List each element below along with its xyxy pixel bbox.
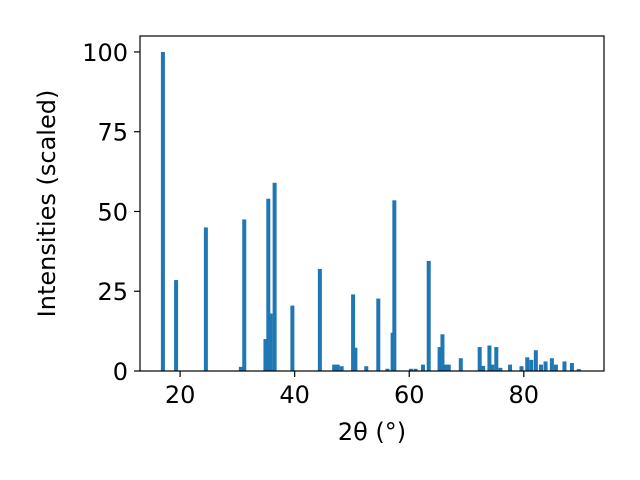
x-tick-label: 20 <box>165 381 196 409</box>
bar <box>562 361 567 371</box>
bar <box>533 350 538 371</box>
bar <box>272 182 277 371</box>
y-axis-label: Intensities (scaled) <box>33 90 61 318</box>
bar <box>353 347 358 371</box>
bar <box>242 219 247 371</box>
y-tick-label: 25 <box>97 278 128 306</box>
bar <box>498 367 503 371</box>
bar <box>437 347 442 371</box>
x-axis-ticks: 20 40 60 80 <box>165 371 539 409</box>
bar <box>335 364 340 371</box>
bar <box>529 359 534 371</box>
bar <box>332 364 337 371</box>
bar <box>569 363 574 371</box>
bar <box>487 345 492 371</box>
bar <box>160 51 165 371</box>
bar <box>538 364 543 371</box>
bars-group <box>160 51 581 371</box>
bar <box>525 357 530 371</box>
bar <box>238 366 243 371</box>
bar <box>553 364 558 371</box>
y-tick-label: 50 <box>97 198 128 226</box>
bar <box>443 364 448 371</box>
bar <box>508 364 513 371</box>
bar <box>266 198 271 371</box>
bar <box>376 298 381 371</box>
bar <box>440 334 445 371</box>
bar <box>263 339 268 371</box>
x-tick-label: 40 <box>279 381 310 409</box>
y-axis-ticks: 0 25 50 75 100 <box>82 39 140 386</box>
bar <box>203 227 208 371</box>
y-tick-label: 100 <box>82 39 128 67</box>
bar <box>385 368 390 371</box>
bar <box>481 365 486 371</box>
bar <box>576 369 581 371</box>
x-axis-label: 2θ (°) <box>338 418 406 446</box>
bar <box>549 358 554 371</box>
bar <box>174 280 179 371</box>
bar <box>290 305 295 371</box>
bar <box>426 260 431 371</box>
bar <box>519 366 524 371</box>
bar <box>446 364 451 371</box>
y-tick-label: 75 <box>97 119 128 147</box>
bar <box>351 294 356 371</box>
y-tick-label: 0 <box>113 358 128 386</box>
bar <box>490 364 495 371</box>
x-tick-label: 80 <box>509 381 540 409</box>
bar <box>408 368 413 371</box>
plot-frame <box>139 35 605 372</box>
bar <box>339 366 344 371</box>
bar <box>543 361 548 371</box>
bar <box>317 268 322 371</box>
bar <box>392 200 397 371</box>
bar <box>458 358 463 371</box>
bar <box>364 366 369 371</box>
bar <box>268 313 273 371</box>
bar <box>477 347 482 371</box>
bar <box>494 347 499 371</box>
bar <box>420 364 425 371</box>
bar <box>413 368 418 371</box>
x-tick-label: 60 <box>394 381 425 409</box>
